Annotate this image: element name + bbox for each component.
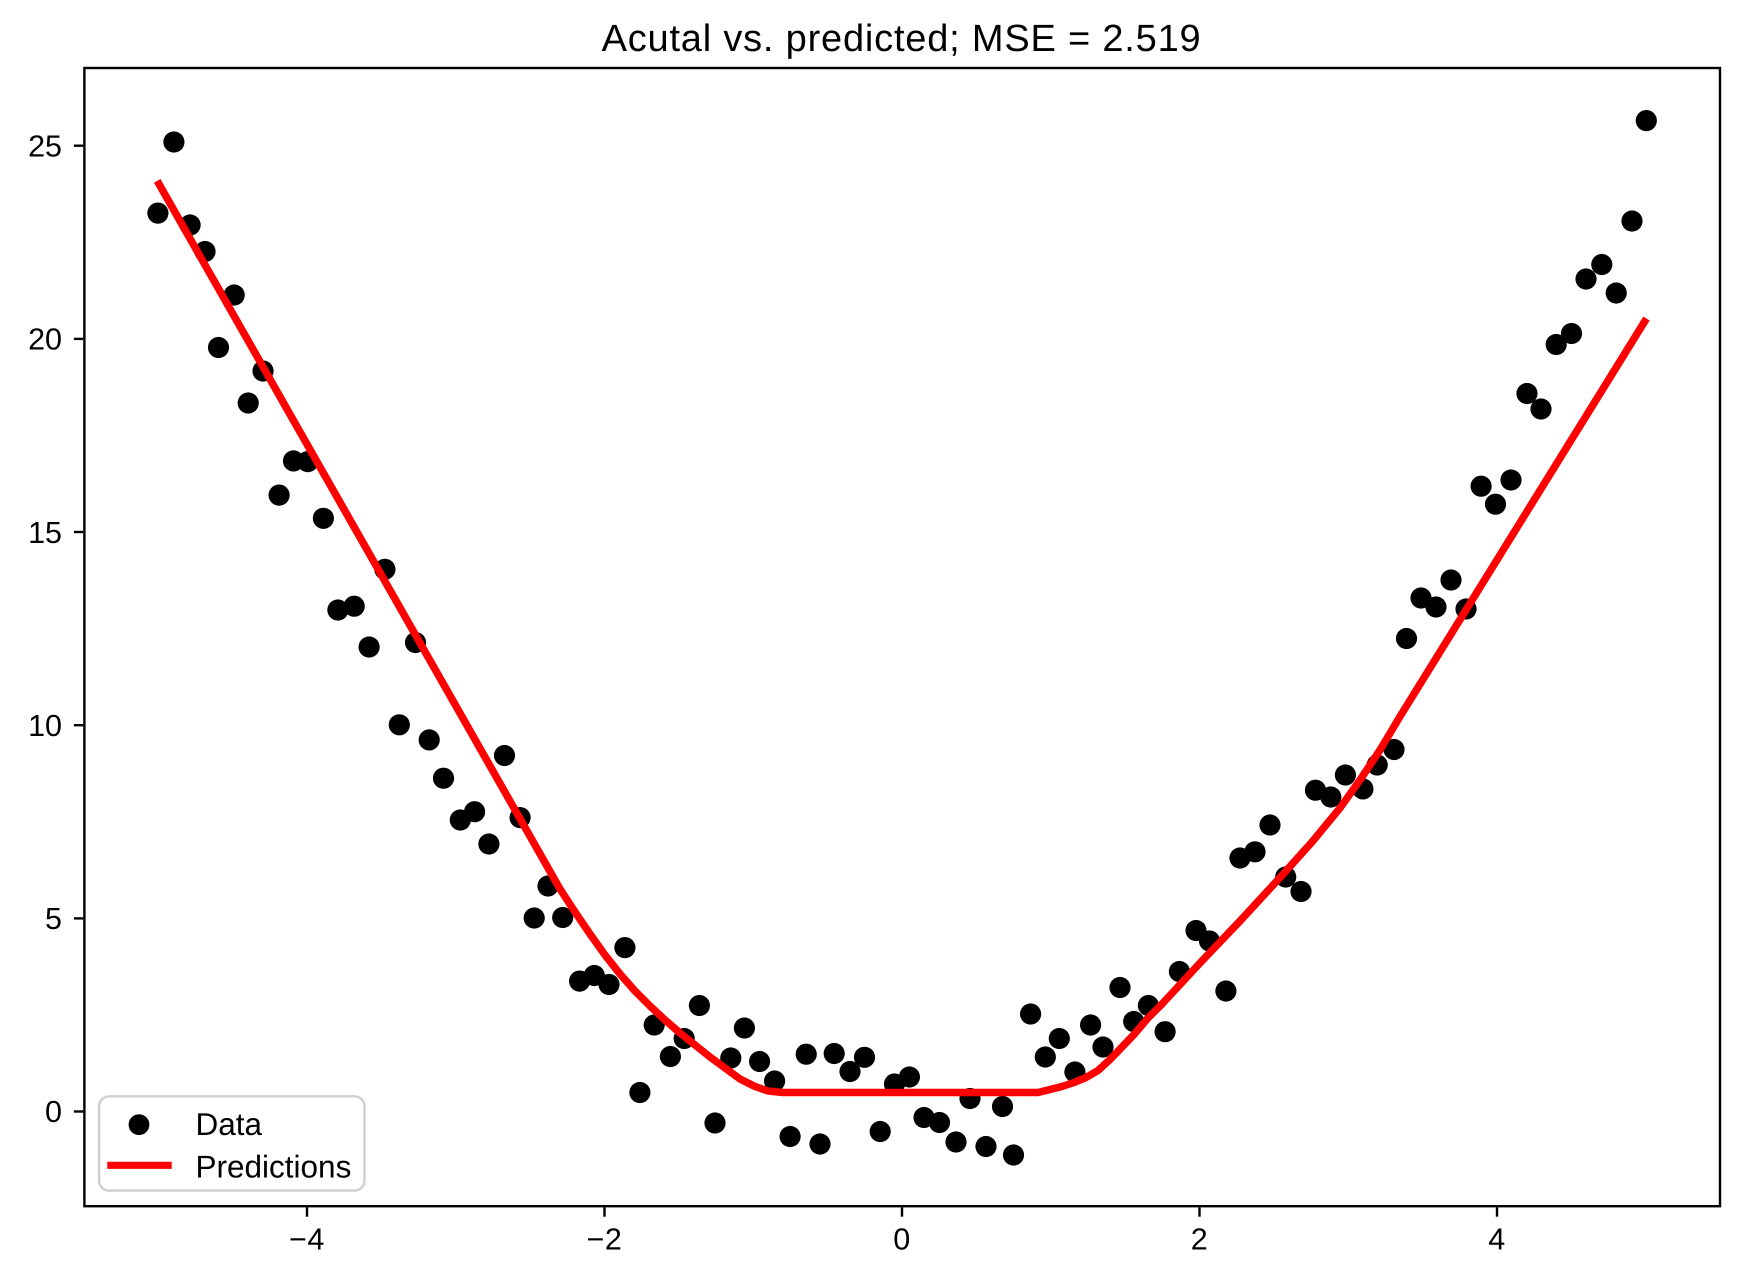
svg-text:4: 4: [1488, 1223, 1506, 1257]
svg-text:10: 10: [28, 709, 62, 743]
svg-text:Predictions: Predictions: [196, 1149, 352, 1185]
svg-text:Acutal vs. predicted; MSE = 2.: Acutal vs. predicted; MSE = 2.519: [602, 18, 1202, 60]
svg-text:25: 25: [28, 129, 62, 163]
svg-text:5: 5: [45, 902, 62, 936]
svg-text:15: 15: [28, 516, 62, 550]
svg-text:0: 0: [893, 1223, 911, 1257]
svg-text:0: 0: [45, 1095, 62, 1129]
svg-text:−4: −4: [289, 1223, 325, 1257]
svg-text:20: 20: [28, 323, 62, 357]
svg-text:Data: Data: [196, 1106, 263, 1142]
svg-text:−2: −2: [587, 1223, 623, 1257]
svg-text:2: 2: [1191, 1223, 1209, 1257]
